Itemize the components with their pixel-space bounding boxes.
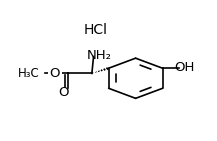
Text: H₃C: H₃C bbox=[18, 67, 39, 80]
Text: HCl: HCl bbox=[84, 23, 108, 37]
Text: NH₂: NH₂ bbox=[86, 49, 112, 62]
Text: O: O bbox=[59, 86, 69, 99]
Text: O: O bbox=[50, 67, 60, 80]
Text: OH: OH bbox=[175, 61, 195, 74]
